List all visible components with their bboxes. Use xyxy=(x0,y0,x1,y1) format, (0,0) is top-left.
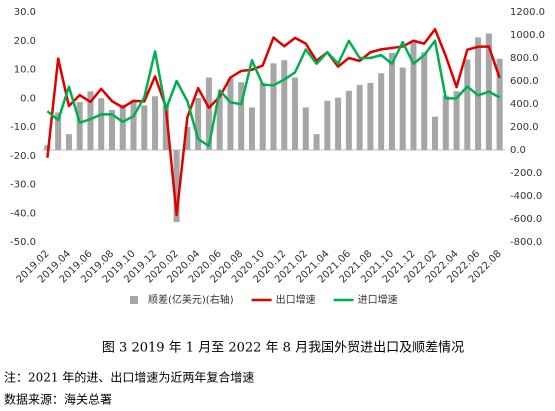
bar xyxy=(270,63,277,150)
bar xyxy=(410,41,417,150)
bar xyxy=(98,98,105,150)
bar xyxy=(152,96,159,150)
bar xyxy=(141,105,148,150)
y2-tick-label: -400.0 xyxy=(510,191,542,202)
bar xyxy=(173,150,180,222)
bar xyxy=(475,37,482,150)
y-tick-label: -20.0 xyxy=(10,151,36,162)
legend-label: 进口增速 xyxy=(358,293,398,306)
bar xyxy=(442,95,449,150)
bar xyxy=(496,58,503,150)
bar xyxy=(119,104,126,150)
bar xyxy=(388,52,395,151)
bar xyxy=(453,91,460,150)
bar xyxy=(162,105,169,150)
bar xyxy=(205,77,212,150)
bar xyxy=(292,77,299,150)
bar xyxy=(108,109,116,150)
legend-swatch xyxy=(130,296,138,304)
y2-tick-label: -200.0 xyxy=(510,168,542,179)
y2-tick-label: -600.0 xyxy=(510,214,542,225)
line xyxy=(46,28,501,217)
bar xyxy=(313,134,320,150)
bar xyxy=(367,82,374,150)
bar xyxy=(399,67,406,150)
y-tick-label: -50.0 xyxy=(10,237,36,248)
bar xyxy=(345,90,352,150)
bar xyxy=(238,82,245,150)
y2-tick-label: 1000.0 xyxy=(510,30,545,41)
bar xyxy=(87,91,94,150)
y-tick-label: -40.0 xyxy=(10,208,36,219)
y-tick-label: 30.0 xyxy=(14,7,36,18)
y2-tick-label: 0.0 xyxy=(510,145,526,156)
line xyxy=(46,39,501,148)
y-tick-label: 20.0 xyxy=(14,36,36,47)
bar xyxy=(195,97,202,150)
y-tick-label: 0.0 xyxy=(20,93,36,104)
bar xyxy=(259,82,266,150)
y2-tick-label: 200.0 xyxy=(510,122,539,133)
legend-label: 出口增速 xyxy=(276,293,316,306)
bar xyxy=(216,96,223,150)
bar xyxy=(324,100,331,150)
y2-tick-label: 600.0 xyxy=(510,76,539,87)
y2-tick-label: 800.0 xyxy=(510,53,539,64)
bar xyxy=(248,107,255,150)
legend-label: 顺差(亿美元)(右轴) xyxy=(148,293,234,306)
y-tick-label: -10.0 xyxy=(10,122,36,133)
y2-tick-label: -800.0 xyxy=(510,237,542,248)
bar xyxy=(227,78,234,150)
y-tick-label: -30.0 xyxy=(10,180,36,191)
bar xyxy=(76,102,83,150)
bar xyxy=(464,59,471,150)
y2-tick-label: 1200.0 xyxy=(510,7,545,18)
bar xyxy=(55,112,62,150)
caption: 图 3 2019 年 1 月至 2022 年 8 月我国外贸进出口及顺差情况 xyxy=(102,341,464,356)
note: 数据来源：海关总署 xyxy=(4,392,112,407)
bar xyxy=(431,116,439,150)
bar xyxy=(184,127,191,150)
bar xyxy=(302,107,309,150)
bar xyxy=(421,52,428,150)
bar xyxy=(378,73,385,150)
note: 注：2021 年的进、出口增速为近两年复合增速 xyxy=(4,370,254,385)
bar xyxy=(130,100,137,150)
bar xyxy=(65,134,72,150)
bar xyxy=(335,97,342,150)
bar xyxy=(281,60,288,151)
y2-tick-label: 400.0 xyxy=(510,99,539,110)
y-tick-label: 10.0 xyxy=(14,65,36,76)
bar xyxy=(356,84,363,150)
